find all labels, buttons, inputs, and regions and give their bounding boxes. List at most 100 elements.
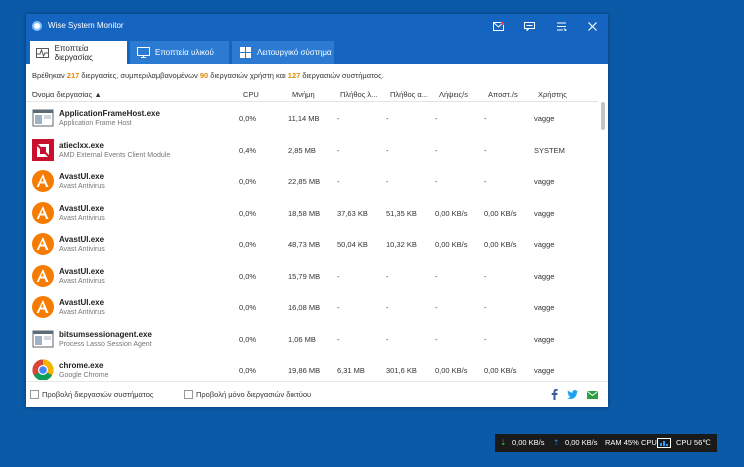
table-row[interactable]: AvastUI.exe Avast Antivirus 0,0% 18,58 MB 37… xyxy=(26,197,598,229)
column-header-name[interactable]: Όνομα διεργασίας ▲ xyxy=(32,90,102,99)
avast-logo-icon xyxy=(32,170,54,192)
chrome-logo-icon xyxy=(32,359,54,380)
column-header-handles[interactable]: Πλήθος α... xyxy=(390,90,428,99)
column-header-cpu[interactable]: CPU xyxy=(243,90,259,99)
show-network-processes-checkbox[interactable]: Προβολή μόνο διεργασιών δικτύου xyxy=(184,390,311,399)
process-recv: 0,00 KB/s xyxy=(435,366,468,375)
summary-text-2: διεργασιών χρήστη και xyxy=(210,71,286,80)
tab-process-monitor-label: Εποπτεία διεργασίας xyxy=(54,43,93,62)
summary-system-count: 127 xyxy=(287,71,301,80)
scrollbar-thumb[interactable] xyxy=(601,102,605,130)
process-name: atieclxx.exe xyxy=(59,140,104,150)
process-send: - xyxy=(484,334,487,344)
process-user: vagge xyxy=(534,114,555,123)
table-row[interactable]: atieclxx.exe AMD External Events Client M… xyxy=(26,134,598,166)
column-header-user[interactable]: Χρήστης xyxy=(538,90,567,99)
summary-text-1: διεργασίες, συμπεριλαμβανομένων xyxy=(81,71,198,80)
process-user: vagge xyxy=(534,366,555,375)
process-recv: 0,00 KB/s xyxy=(435,208,468,218)
twitter-icon[interactable] xyxy=(567,389,578,400)
process-user: vagge xyxy=(534,208,555,218)
chat-icon[interactable] xyxy=(518,17,540,35)
checkbox-box[interactable] xyxy=(30,390,39,399)
tab-operating-system[interactable]: Λειτουργικό σύστημα xyxy=(232,41,334,64)
process-mem: 19,86 MB xyxy=(288,366,321,375)
process-description: Avast Antivirus xyxy=(59,214,105,222)
taskbar-monitor-widget[interactable]: ⇣ 0,00 KB/s ⇡ 0,00 KB/s RAM 45% CPU CPU … xyxy=(495,434,717,452)
column-header-send[interactable]: Αποστ./s xyxy=(488,90,518,99)
footer-bar: Προβολή διεργασιών συστήματος Προβολή μό… xyxy=(26,381,608,408)
table-row[interactable]: AvastUI.exe Avast Antivirus 0,0% 15,79 MB - -… xyxy=(26,260,598,292)
upload-arrow-icon: ⇡ xyxy=(553,438,560,447)
table-row[interactable]: AvastUI.exe Avast Antivirus 0,0% 16,08 MB - -… xyxy=(26,291,598,323)
close-icon[interactable] xyxy=(581,17,603,35)
process-handles: - xyxy=(386,114,389,123)
process-list[interactable]: ApplicationFrameHost.exe Application Fram… xyxy=(26,102,598,380)
process-name: bitsumsessionagent.exe xyxy=(59,329,152,339)
process-description: AMD External Events Client Module xyxy=(59,151,171,159)
process-threads: - xyxy=(337,334,340,344)
process-handles: - xyxy=(386,334,389,344)
process-handles: 301,6 KB xyxy=(386,366,417,375)
column-header-threads[interactable]: Πλήθος λ... xyxy=(340,90,378,99)
process-handles: 10,32 KB xyxy=(386,240,417,249)
table-row[interactable]: chrome.exe Google Chrome 0,0% 19,86 MB 6,31 … xyxy=(26,354,598,380)
process-send: - xyxy=(484,177,487,186)
process-threads: - xyxy=(337,145,340,155)
process-name: chrome.exe xyxy=(59,361,104,370)
upload-speed: 0,00 KB/s xyxy=(565,438,598,447)
process-summary: Βρέθηκαν 217 διεργασίες, συμπεριλαμβανομ… xyxy=(32,71,384,80)
monitor-icon xyxy=(136,47,150,59)
process-user: vagge xyxy=(534,240,555,249)
process-send: - xyxy=(484,271,487,281)
app-window-icon xyxy=(32,107,54,129)
facebook-icon[interactable] xyxy=(549,389,560,400)
process-threads: - xyxy=(337,271,340,281)
table-header: Όνομα διεργασίας ▲ CPU Μνήμη Πλήθος λ...… xyxy=(26,87,598,102)
app-window-icon xyxy=(32,328,54,350)
process-send: - xyxy=(484,114,487,123)
show-system-processes-label: Προβολή διεργασιών συστήματος xyxy=(42,390,154,399)
process-recv: - xyxy=(435,271,438,281)
table-row[interactable]: AvastUI.exe Avast Antivirus 0,0% 22,85 MB - -… xyxy=(26,165,598,197)
process-cpu: 0,0% xyxy=(239,366,257,375)
column-header-memory[interactable]: Μνήμη xyxy=(292,90,315,99)
process-user: SYSTEM xyxy=(534,145,565,155)
process-cpu: 0,0% xyxy=(239,303,257,312)
menu-icon[interactable] xyxy=(550,17,572,35)
download-speed: 0,00 KB/s xyxy=(512,438,545,447)
process-mem: 2,85 MB xyxy=(288,145,316,155)
vertical-scrollbar[interactable] xyxy=(600,102,606,380)
tab-hardware-monitor[interactable]: Εποπτεία υλικού xyxy=(130,41,229,64)
title-bar[interactable]: Wise System Monitor xyxy=(26,14,608,38)
cpu-label: CPU xyxy=(641,438,657,447)
windows-logo-icon xyxy=(238,47,252,59)
email-icon[interactable] xyxy=(587,389,598,400)
tab-hardware-monitor-label: Εποπτεία υλικού xyxy=(155,48,214,57)
checkbox-box[interactable] xyxy=(184,390,193,399)
process-cpu: 0,0% xyxy=(239,240,257,249)
process-cpu: 0,0% xyxy=(239,334,257,344)
process-mem: 1,06 MB xyxy=(288,334,316,344)
table-row[interactable]: AvastUI.exe Avast Antivirus 0,0% 48,73 MB 50… xyxy=(26,228,598,260)
process-description: Avast Antivirus xyxy=(59,246,105,253)
process-mem: 18,58 MB xyxy=(288,208,321,218)
show-system-processes-checkbox[interactable]: Προβολή διεργασιών συστήματος xyxy=(30,390,154,399)
process-handles: - xyxy=(386,271,389,281)
process-mem: 16,08 MB xyxy=(288,303,321,312)
amd-logo-icon xyxy=(32,138,54,161)
table-row[interactable]: ApplicationFrameHost.exe Application Fram… xyxy=(26,102,598,134)
tab-process-monitor[interactable]: Εποπτεία διεργασίας xyxy=(30,41,127,64)
process-mem: 15,79 MB xyxy=(288,271,321,281)
mail-icon[interactable] xyxy=(487,17,509,35)
process-send: 0,00 KB/s xyxy=(484,240,517,249)
table-row[interactable]: bitsumsessionagent.exe Process Lasso Sess… xyxy=(26,323,598,355)
avast-logo-icon xyxy=(32,233,54,255)
process-mem: 22,85 MB xyxy=(288,177,321,186)
column-header-recv[interactable]: Λήψεις/s xyxy=(439,90,468,99)
process-handles: - xyxy=(386,145,389,155)
summary-user-count: 90 xyxy=(199,71,209,80)
process-mem: 48,73 MB xyxy=(288,240,321,249)
process-recv: - xyxy=(435,145,438,155)
window-title: Wise System Monitor xyxy=(48,21,124,30)
